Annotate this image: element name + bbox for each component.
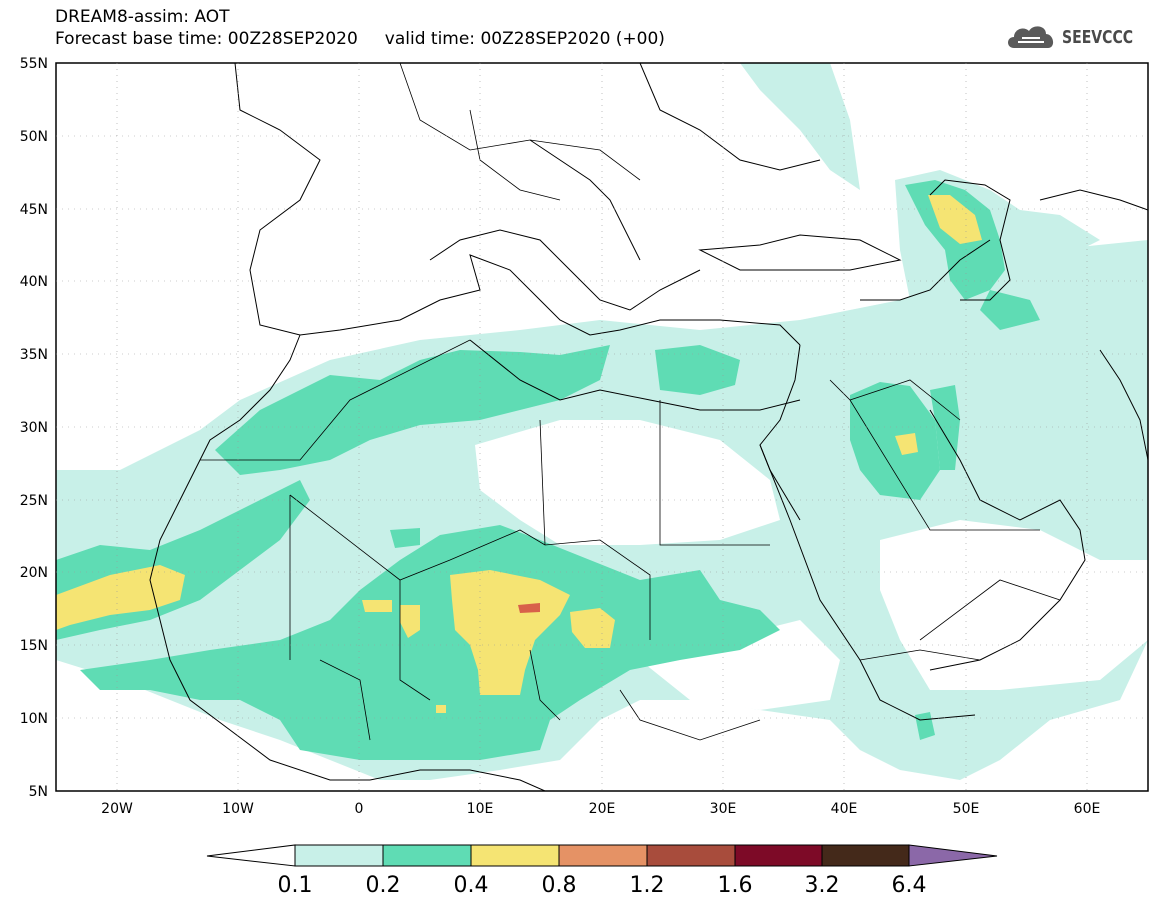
forecast-time-line: Forecast base time: 00Z28SEP2020 valid t…	[55, 29, 665, 49]
seevccc-logo: SEEVCCC	[1004, 22, 1153, 52]
logo-text: SEEVCCC	[1061, 26, 1133, 48]
colorbar-label: 0.4	[454, 873, 489, 898]
lat-label: 35N	[20, 347, 48, 363]
borders	[200, 63, 1061, 741]
lat-label: 25N	[20, 493, 48, 509]
colorbar-label: 0.2	[366, 873, 401, 898]
colorbar-swatch	[908, 844, 998, 867]
colorbar-swatch	[470, 844, 560, 867]
lat-label: 10N	[20, 711, 48, 727]
lat-labels: 55N 50N 45N 40N 35N 30N 25N 20N 15N 10N …	[20, 56, 48, 800]
lat-label: 55N	[20, 56, 48, 72]
lon-label: 0	[355, 801, 364, 817]
lon-label: 60E	[1074, 801, 1101, 817]
lat-label: 30N	[20, 420, 48, 436]
lon-label: 20W	[101, 801, 133, 817]
colorbar	[206, 844, 998, 867]
colorbar-swatch	[206, 844, 296, 867]
lat-label: 50N	[20, 129, 48, 145]
lon-label: 30E	[710, 801, 737, 817]
colorbar-swatch	[382, 844, 472, 867]
colorbar-label: 1.2	[630, 873, 665, 898]
lon-label: 20E	[589, 801, 616, 817]
colorbar-label: 0.1	[278, 873, 313, 898]
lon-labels: 20W 10W 0 10E 20E 30E 40E 50E 60E	[101, 801, 1100, 817]
map-title: DREAM8-assim: AOT	[55, 7, 230, 27]
colorbar-swatch	[294, 844, 384, 867]
map-header: DREAM8-assim: AOT Forecast base time: 00…	[55, 6, 665, 50]
lat-label: 5N	[29, 784, 48, 800]
colorbar-swatch	[646, 844, 736, 867]
colorbar-label: 6.4	[892, 873, 927, 898]
graticule	[56, 63, 1148, 791]
lat-label: 40N	[20, 274, 48, 290]
lat-label: 45N	[20, 202, 48, 218]
colorbar-swatch	[734, 844, 823, 867]
colorbar-swatch	[821, 844, 910, 867]
lat-label: 20N	[20, 565, 48, 581]
aot-contour-yellow	[56, 565, 185, 630]
aot-contour-green	[215, 345, 610, 475]
lon-label: 10E	[467, 801, 494, 817]
lon-label: 40E	[831, 801, 858, 817]
lon-label: 10W	[222, 801, 254, 817]
aot-field	[56, 63, 1148, 791]
colorbar-label: 3.2	[805, 873, 840, 898]
colorbar-labels: 0.1 0.2 0.4 0.8 1.2 1.6 3.2 6.4	[278, 873, 927, 898]
cloud-icon	[1007, 26, 1053, 48]
coastlines	[149, 63, 1148, 791]
colorbar-label: 0.8	[542, 873, 577, 898]
lat-label: 15N	[20, 638, 48, 654]
lon-label: 50E	[953, 801, 980, 817]
colorbar-label: 1.6	[718, 873, 753, 898]
colorbar-swatch	[558, 844, 648, 867]
